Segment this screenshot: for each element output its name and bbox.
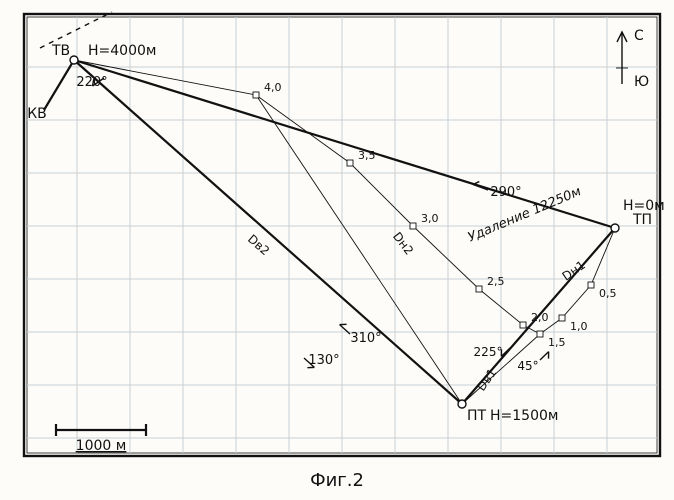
label-ang45: 45° xyxy=(517,359,538,373)
waypoint xyxy=(537,331,543,337)
label-tv-h: Н=4000м xyxy=(88,43,156,59)
label-dn1: Dн1 xyxy=(560,258,588,284)
figure-caption: Фиг.2 xyxy=(310,470,364,491)
waypoint-label: 3,5 xyxy=(358,149,376,162)
waypoint-label: 2,0 xyxy=(531,311,549,324)
label-ang290: 290° xyxy=(490,185,521,200)
label-pt: ПТ xyxy=(467,408,487,424)
label-ang220: 220° xyxy=(76,75,107,90)
waypoint-label: 3,0 xyxy=(421,212,439,225)
waypoint xyxy=(588,282,594,288)
label-ang225: 225° xyxy=(474,345,503,359)
label-tp: ТП xyxy=(632,212,652,228)
point-pt xyxy=(458,400,466,408)
waypoint xyxy=(410,223,416,229)
waypoint xyxy=(559,315,565,321)
label-db2: Dв2 xyxy=(245,232,272,258)
label-pt-h: Н=1500м xyxy=(490,408,558,424)
label-ang130: 130° xyxy=(308,353,339,368)
waypoint-label: 1,5 xyxy=(548,336,566,349)
label-kv: КВ xyxy=(27,106,47,122)
waypoint-label: 0,5 xyxy=(599,287,617,300)
compass-s: Ю xyxy=(634,74,649,90)
label-dn2: Dн2 xyxy=(390,229,416,257)
compass-n: С xyxy=(634,28,644,44)
scalebar-label: 1000 м xyxy=(76,438,127,454)
label-tv: ТВ xyxy=(51,43,70,59)
waypoint xyxy=(347,160,353,166)
point-tv xyxy=(70,56,78,64)
waypoint xyxy=(520,322,526,328)
label-udal: Удаление 12250м xyxy=(466,184,584,245)
waypoint-label: 2,5 xyxy=(487,275,505,288)
label-ang310: 310° xyxy=(350,331,381,346)
waypoint xyxy=(476,286,482,292)
point-tp xyxy=(611,224,619,232)
waypoint-label: 4,0 xyxy=(264,81,282,94)
waypoint-label: 1,0 xyxy=(570,320,588,333)
waypoint xyxy=(253,92,259,98)
